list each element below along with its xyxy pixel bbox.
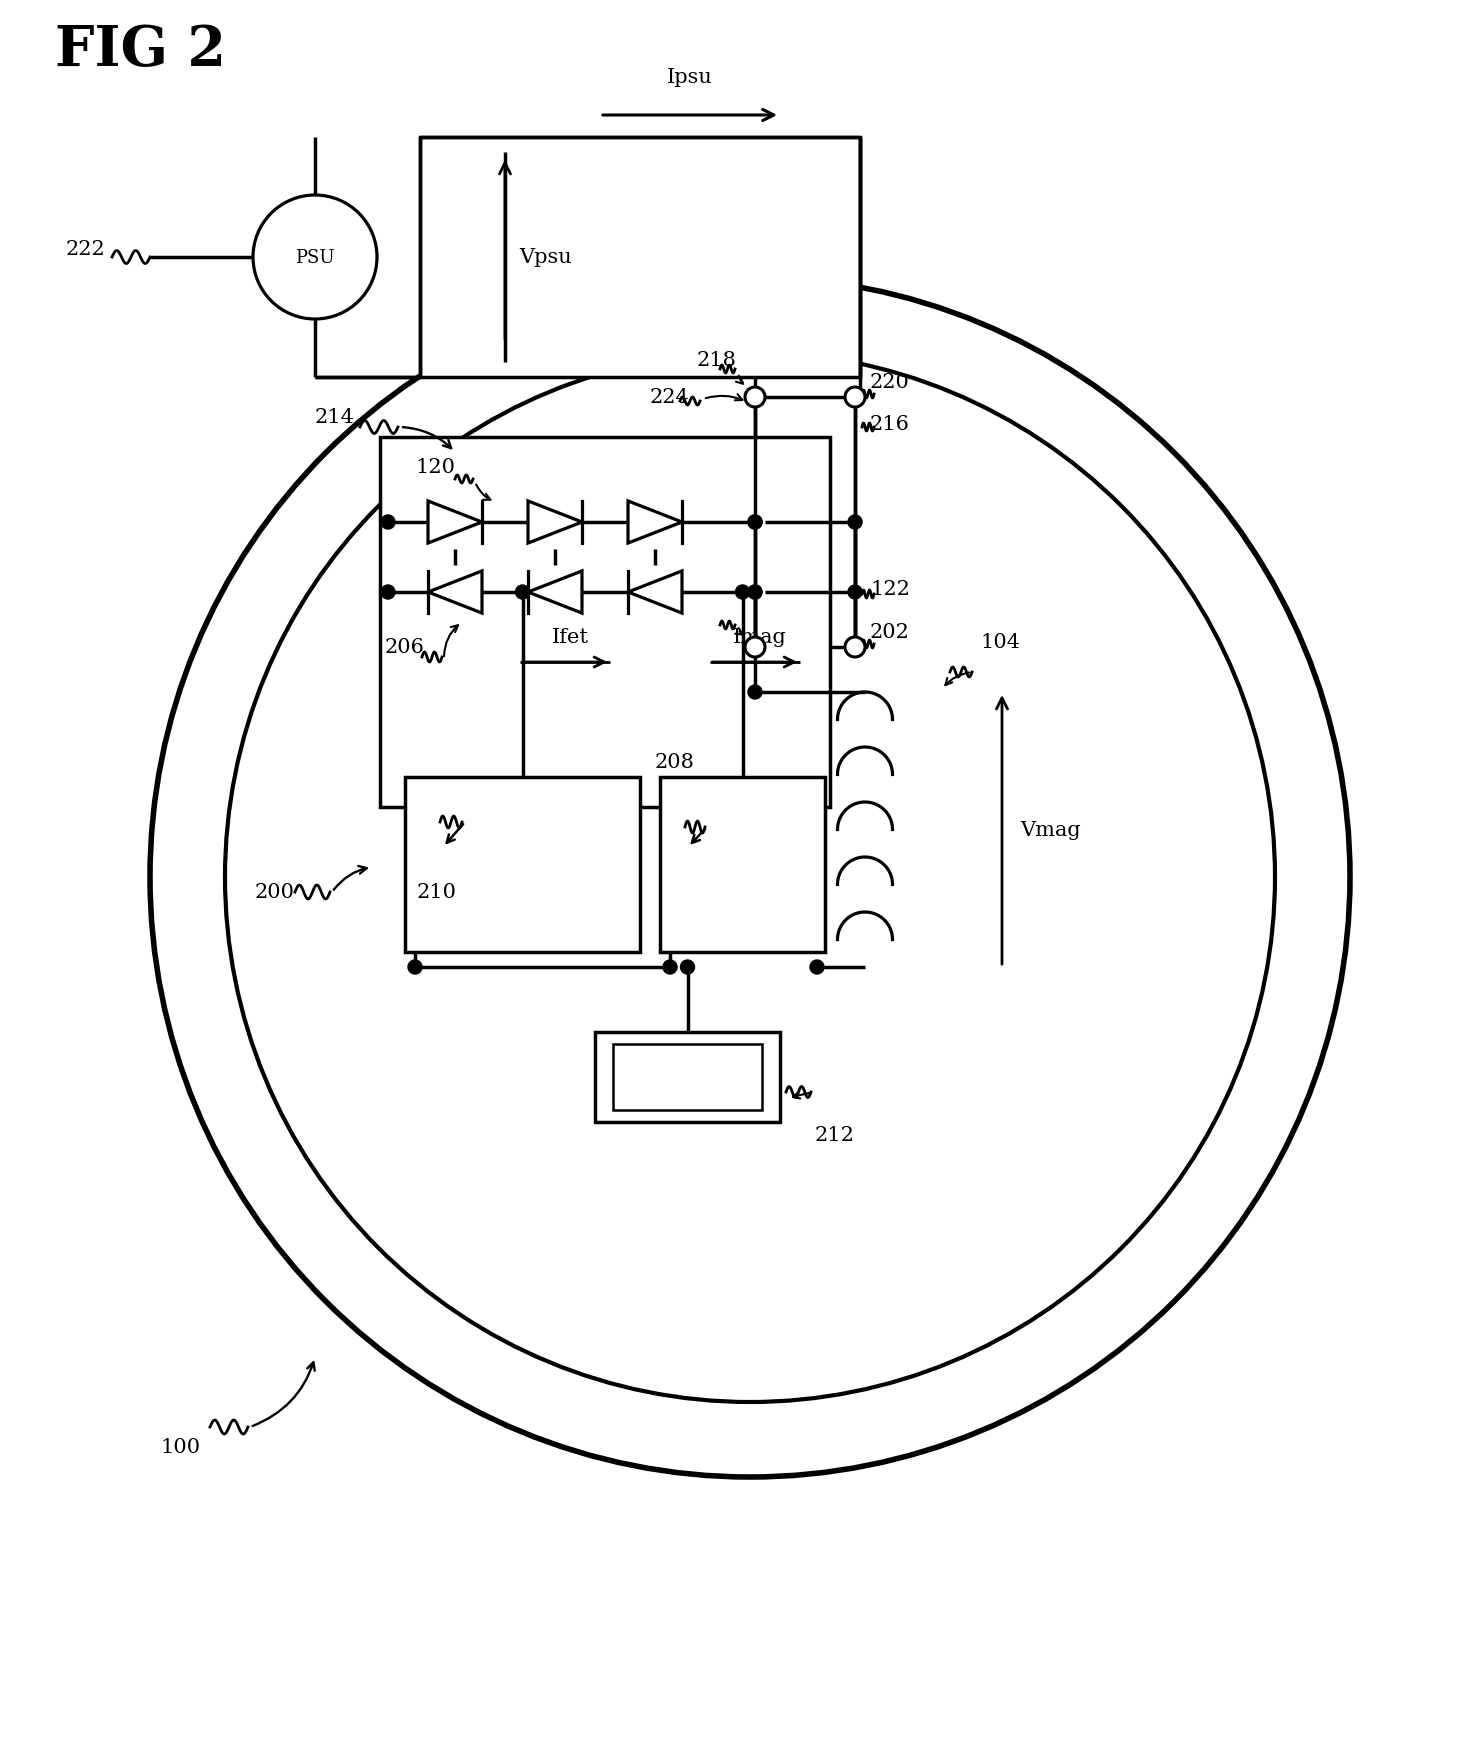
Circle shape: [848, 585, 862, 599]
Circle shape: [681, 961, 694, 975]
Circle shape: [253, 195, 377, 320]
Text: Ifet: Ifet: [551, 627, 589, 647]
Text: 122: 122: [871, 580, 910, 599]
Circle shape: [735, 585, 750, 599]
Text: PSU: PSU: [295, 249, 334, 267]
Text: Imag: Imag: [734, 627, 787, 647]
Text: Ipsu: Ipsu: [667, 69, 713, 86]
Text: 208: 208: [655, 752, 695, 771]
Text: 202: 202: [871, 622, 910, 641]
Text: 214: 214: [315, 408, 355, 427]
Text: 216: 216: [871, 415, 910, 434]
Bar: [660, 778, 825, 952]
Circle shape: [748, 517, 762, 529]
Circle shape: [225, 353, 1276, 1402]
Circle shape: [846, 388, 865, 408]
Text: 220: 220: [871, 372, 910, 392]
Circle shape: [748, 685, 762, 699]
Text: 120: 120: [415, 459, 455, 476]
Bar: [595, 1033, 781, 1123]
Text: 200: 200: [255, 882, 295, 901]
Polygon shape: [627, 503, 682, 543]
Circle shape: [846, 638, 865, 657]
Circle shape: [748, 517, 762, 529]
Circle shape: [516, 585, 529, 599]
Text: 222: 222: [65, 241, 105, 260]
Text: FIG 2: FIG 2: [55, 23, 225, 77]
Text: 204: 204: [695, 608, 735, 627]
Text: 104: 104: [980, 633, 1019, 652]
Circle shape: [748, 585, 762, 599]
Polygon shape: [627, 571, 682, 613]
Text: 100: 100: [161, 1437, 200, 1457]
Bar: [613, 1044, 762, 1110]
Circle shape: [848, 517, 862, 529]
Bar: [420, 137, 860, 378]
Polygon shape: [527, 571, 582, 613]
Circle shape: [745, 388, 764, 408]
Circle shape: [663, 961, 678, 975]
Polygon shape: [527, 503, 582, 543]
Circle shape: [810, 961, 823, 975]
Circle shape: [748, 585, 762, 599]
Polygon shape: [429, 571, 482, 613]
Circle shape: [745, 638, 764, 657]
Polygon shape: [429, 503, 482, 543]
Text: 224: 224: [650, 388, 689, 408]
Text: 218: 218: [697, 351, 736, 369]
Circle shape: [382, 517, 395, 529]
Circle shape: [408, 961, 421, 975]
Circle shape: [150, 278, 1349, 1478]
Circle shape: [382, 585, 395, 599]
Text: 210: 210: [417, 882, 457, 901]
Bar: [380, 437, 829, 808]
Text: Vmag: Vmag: [1019, 821, 1081, 840]
Text: 212: 212: [815, 1126, 854, 1144]
Text: Vpsu: Vpsu: [518, 248, 572, 267]
Text: 206: 206: [384, 638, 424, 657]
Bar: [405, 778, 639, 952]
